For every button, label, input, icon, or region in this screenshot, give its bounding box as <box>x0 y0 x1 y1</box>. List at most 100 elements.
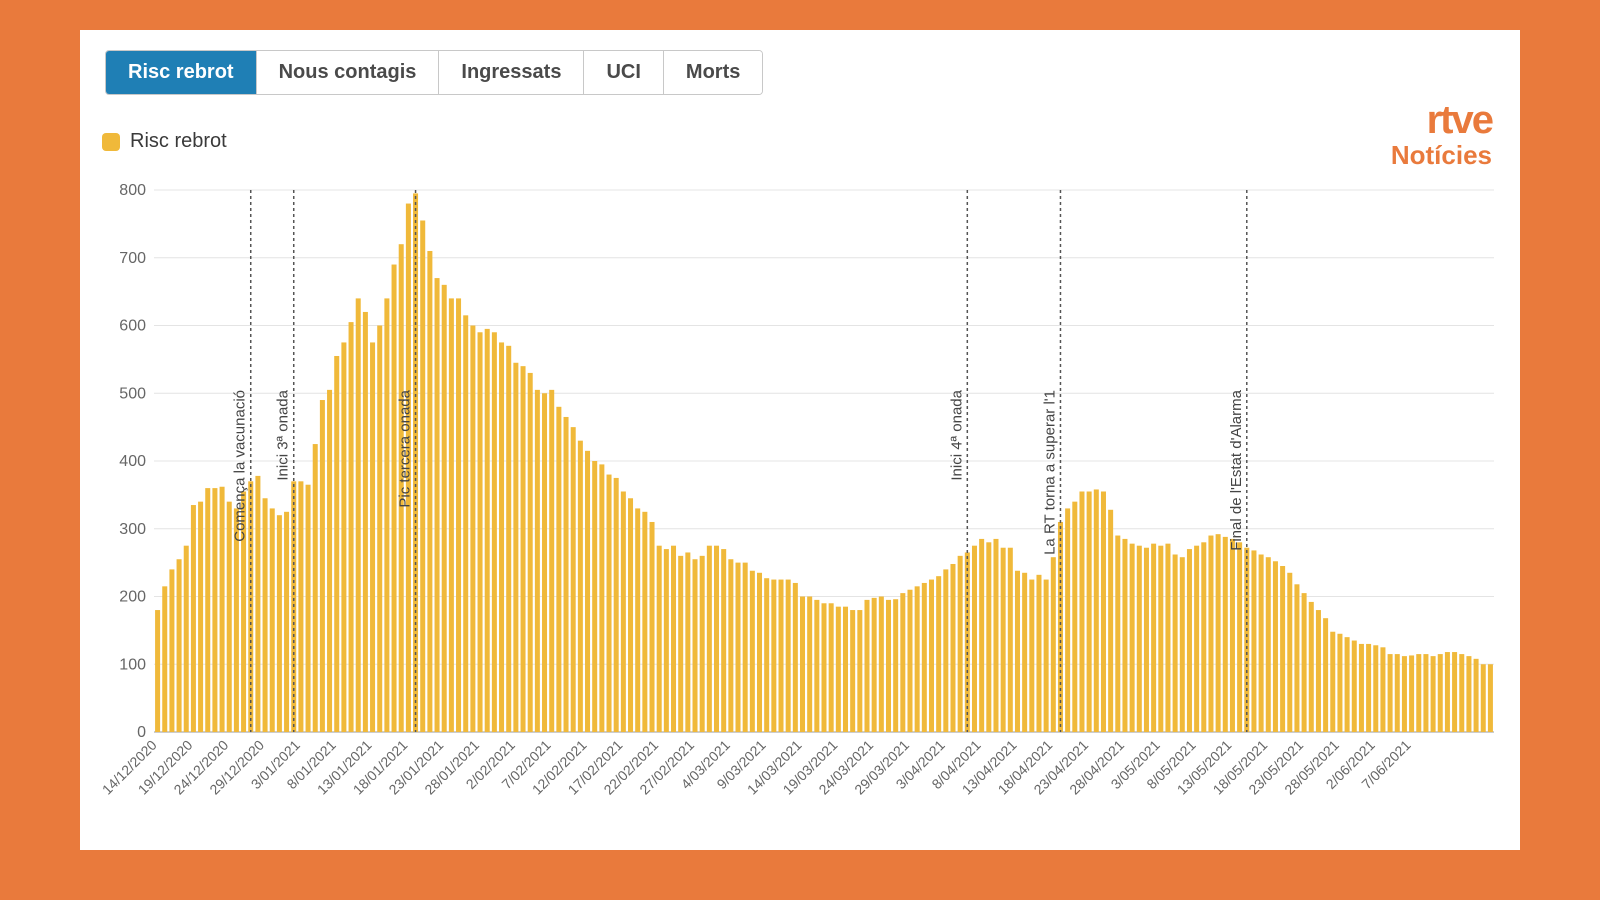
bar <box>879 597 884 733</box>
bar <box>463 315 468 732</box>
bar <box>614 478 619 732</box>
bar <box>356 298 361 732</box>
bar <box>313 444 318 732</box>
bar <box>1165 544 1170 732</box>
bar <box>1036 575 1041 732</box>
bar <box>628 498 633 732</box>
bar <box>578 441 583 732</box>
bar <box>1445 652 1450 732</box>
bar <box>1345 637 1350 732</box>
bar <box>1208 536 1213 732</box>
bar <box>1330 632 1335 732</box>
tab-uci[interactable]: UCI <box>584 51 663 94</box>
bar <box>306 485 311 732</box>
bar <box>255 476 260 732</box>
bar <box>958 556 963 732</box>
bar <box>850 610 855 732</box>
svg-text:200: 200 <box>119 589 146 606</box>
bar <box>377 326 382 733</box>
bar <box>370 342 375 732</box>
bar <box>757 573 762 732</box>
bar <box>169 569 174 732</box>
bar <box>435 278 440 732</box>
bar <box>556 407 561 732</box>
bar <box>449 298 454 732</box>
bar <box>1280 566 1285 732</box>
bar <box>1072 502 1077 732</box>
bar <box>1101 491 1106 732</box>
bar <box>929 580 934 732</box>
bar <box>642 512 647 732</box>
bar <box>864 600 869 732</box>
tab-nous-contagis[interactable]: Nous contagis <box>257 51 440 94</box>
bar <box>922 583 927 732</box>
bar <box>542 393 547 732</box>
bar <box>1337 634 1342 732</box>
bar <box>836 607 841 732</box>
svg-text:100: 100 <box>119 656 146 673</box>
bar <box>1051 557 1056 732</box>
bar <box>786 580 791 732</box>
bar <box>1001 548 1006 732</box>
bar <box>1352 641 1357 732</box>
bar <box>979 539 984 732</box>
bar <box>564 417 569 732</box>
bar <box>1187 549 1192 732</box>
tab-risc-rebrot[interactable]: Risc rebrot <box>106 51 257 94</box>
bar <box>721 549 726 732</box>
bar <box>427 251 432 732</box>
bar <box>363 312 368 732</box>
bar <box>1144 548 1149 732</box>
bar <box>736 563 741 732</box>
bar <box>1237 542 1242 732</box>
bar <box>499 342 504 732</box>
svg-text:0: 0 <box>137 724 146 741</box>
bar <box>1402 656 1407 732</box>
bar <box>1488 664 1493 732</box>
tab-ingressats[interactable]: Ingressats <box>439 51 584 94</box>
svg-text:600: 600 <box>119 318 146 335</box>
bar <box>535 390 540 732</box>
bar <box>671 546 676 732</box>
bar <box>456 298 461 732</box>
bar <box>1373 645 1378 732</box>
bar <box>607 475 612 732</box>
bar <box>1359 644 1364 732</box>
tab-morts[interactable]: Morts <box>664 51 762 94</box>
bar <box>442 285 447 732</box>
bar <box>1223 537 1228 732</box>
bar <box>664 549 669 732</box>
bar <box>821 603 826 732</box>
bar <box>177 559 182 732</box>
bar <box>700 556 705 732</box>
bar <box>1151 544 1156 732</box>
bar <box>743 563 748 732</box>
bar <box>1316 610 1321 732</box>
bar <box>205 488 210 732</box>
bar <box>263 498 268 732</box>
bar <box>1201 542 1206 732</box>
bar <box>1044 580 1049 732</box>
bar <box>635 508 640 732</box>
bar <box>513 363 518 732</box>
bar <box>1438 654 1443 732</box>
bar <box>1008 548 1013 732</box>
bar <box>1366 644 1371 732</box>
bar <box>320 400 325 732</box>
svg-text:800: 800 <box>119 182 146 199</box>
bar <box>1115 536 1120 732</box>
bar <box>1216 534 1221 732</box>
bar <box>1259 554 1264 732</box>
legend-label: Risc rebrot <box>130 130 227 153</box>
bar <box>1323 618 1328 732</box>
bar <box>707 546 712 732</box>
bar <box>212 488 217 732</box>
bar <box>492 332 497 732</box>
bar <box>521 366 526 732</box>
bar <box>1380 647 1385 732</box>
bar <box>1137 546 1142 732</box>
bar <box>571 427 576 732</box>
bar <box>198 502 203 732</box>
bar <box>915 586 920 732</box>
bar <box>936 576 941 732</box>
